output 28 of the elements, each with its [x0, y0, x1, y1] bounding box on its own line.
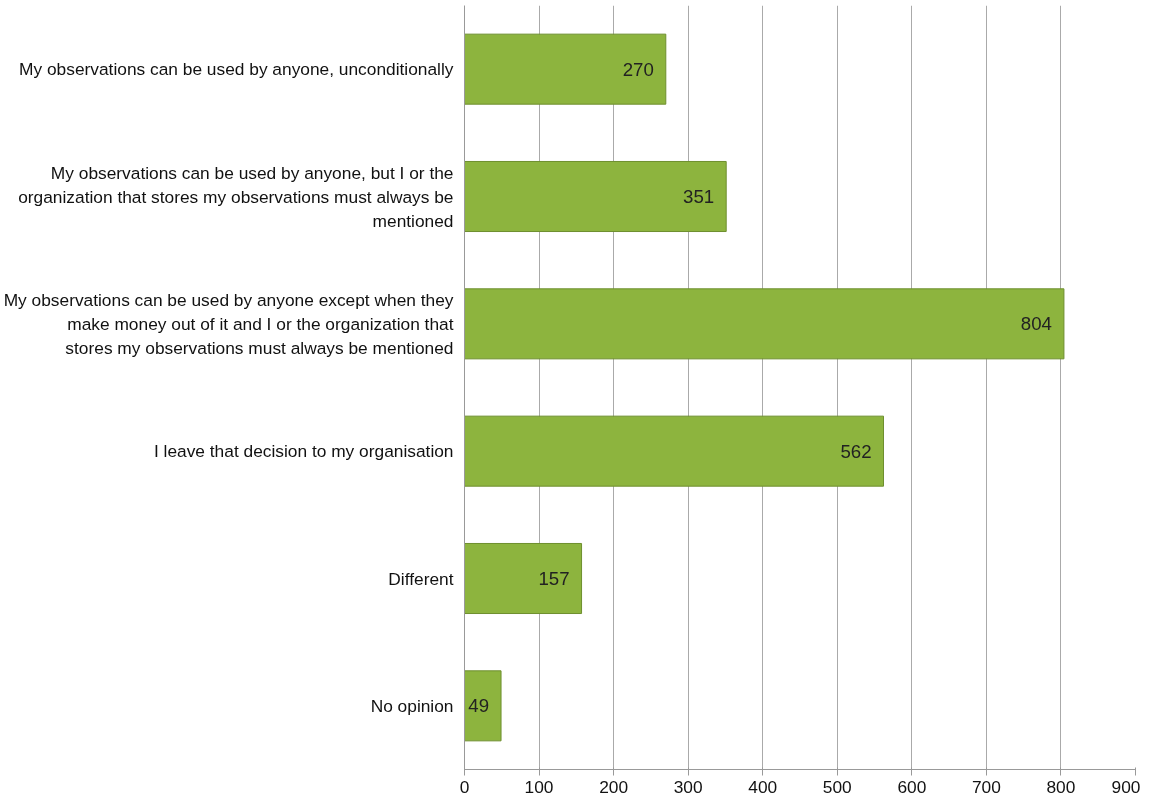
bar — [464, 670, 502, 742]
x-tick-label: 300 — [673, 776, 703, 797]
y-tick-label: Different — [388, 568, 454, 589]
x-tick-label: 200 — [599, 776, 629, 797]
y-tick-label: My observations can be used by anyone, unconditionally — [19, 59, 454, 80]
x-tick-label: 400 — [748, 776, 778, 797]
x-tick-label: 700 — [971, 776, 1001, 797]
data-label: 49 — [468, 695, 490, 717]
data-label: 270 — [622, 58, 654, 80]
y-tick-label: I leave that decision to my organisation — [153, 441, 454, 462]
x-tick-label: 100 — [524, 776, 554, 797]
x-tick-label: 900 — [1111, 776, 1141, 797]
bar — [464, 160, 727, 233]
data-label: 804 — [1020, 313, 1052, 335]
y-tick-label: My observations can be used by anyone, but I or the organization that stores my observations must always be mentioned — [18, 162, 454, 231]
x-tick-label: 500 — [822, 776, 852, 797]
data-label: 157 — [538, 568, 570, 589]
x-tick-label: 0 — [459, 776, 470, 797]
data-label: 351 — [683, 186, 715, 207]
x-tick-label: 800 — [1046, 776, 1076, 797]
data-label: 562 — [840, 440, 872, 462]
y-tick-label: My observations can be used by anyone except when they make money out of it and I or the organization that stores my observations must always be mentioned — [3, 289, 454, 358]
bar — [464, 288, 1065, 360]
bar — [464, 33, 667, 105]
y-tick-label: No opinion — [370, 695, 454, 716]
bar — [464, 542, 583, 615]
x-tick-label: 600 — [897, 776, 927, 797]
bar — [464, 415, 884, 487]
